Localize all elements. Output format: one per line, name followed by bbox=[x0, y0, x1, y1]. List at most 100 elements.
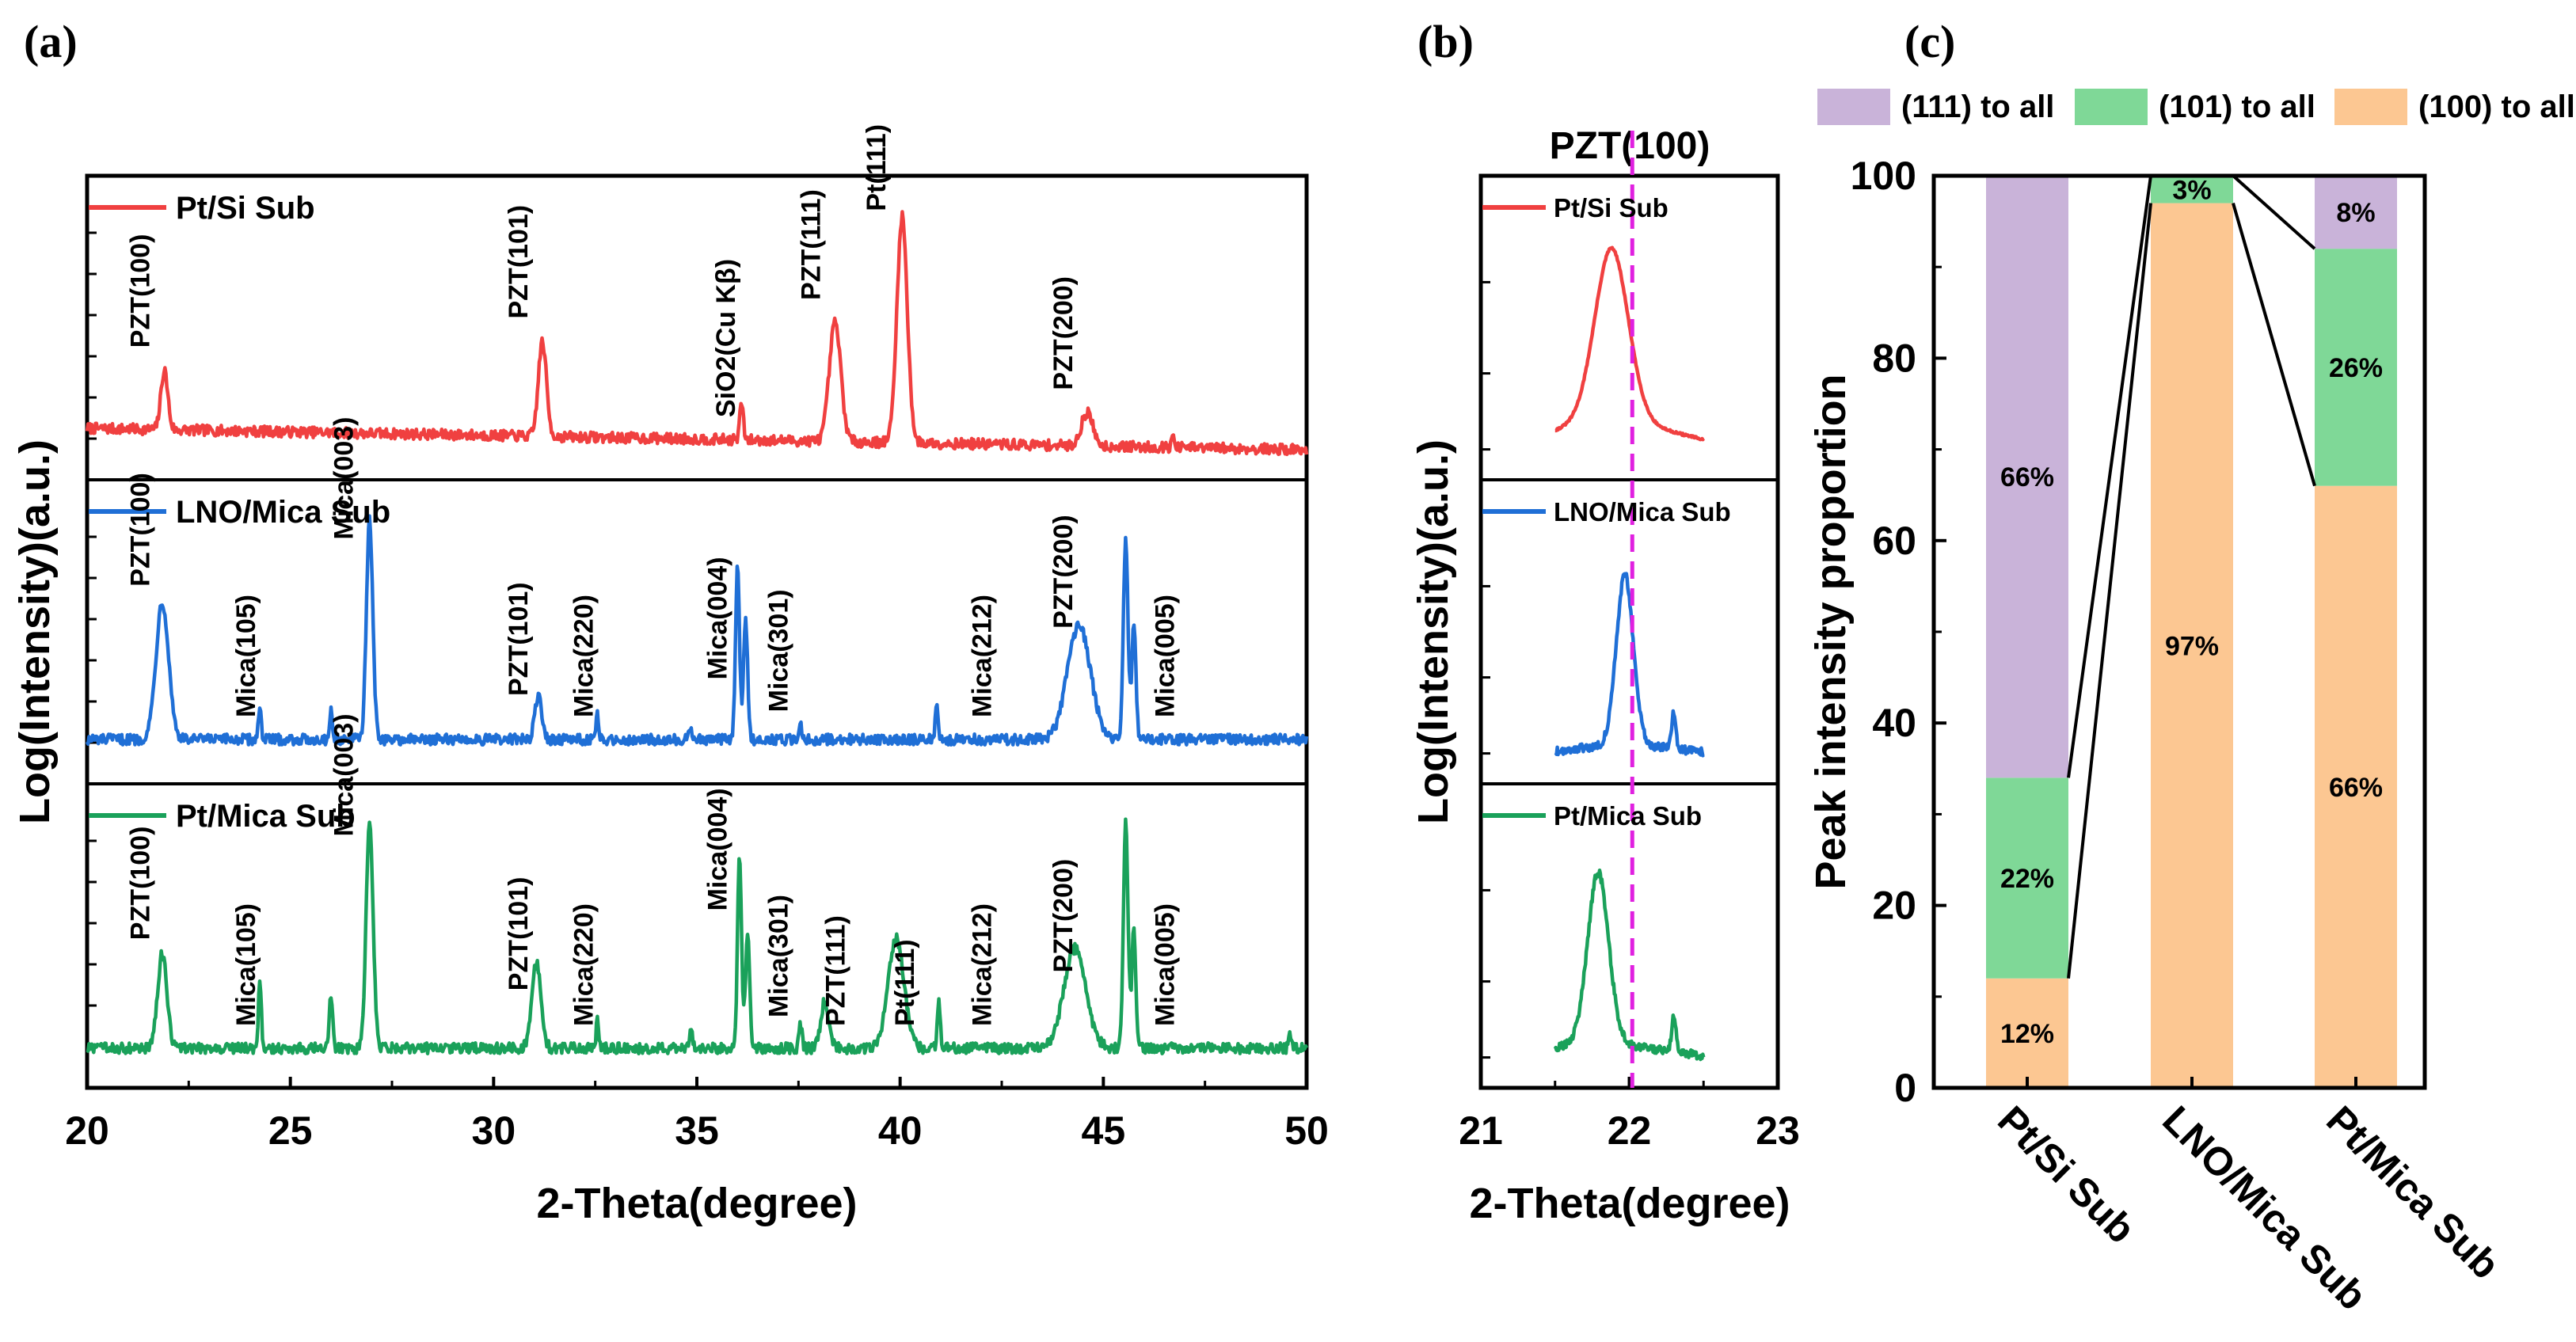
panel-a-peak-annotation: SiO2(Cu Kβ) bbox=[711, 259, 741, 417]
panel-a-x-ticks: 20 25 30 35 40 45 50 bbox=[65, 1077, 1329, 1153]
panel-c-y-tick-label: 0 bbox=[1894, 1066, 1916, 1110]
panel-a-peak-annotation: PZT(100) bbox=[126, 473, 156, 587]
panel-a-peak-annotation: Mica(005) bbox=[1150, 903, 1180, 1026]
panel-a-peak-annotation: PZT(111) bbox=[821, 915, 851, 1026]
panel-c-bar-label: 3% bbox=[2172, 175, 2211, 205]
panel-c-bar-label: 66% bbox=[2329, 773, 2383, 803]
panel-b-series-line bbox=[1553, 868, 1706, 1062]
panel-a-peak-annotation: Mica(212) bbox=[967, 903, 997, 1026]
panel-b-legend-label: LNO/Mica Sub bbox=[1554, 497, 1731, 527]
panel-a-peak-annotation: PZT(200) bbox=[1048, 859, 1079, 973]
panel-c-y-tick-label: 40 bbox=[1872, 701, 1916, 745]
panel-a-x-tick-label: 40 bbox=[878, 1108, 923, 1153]
panel-a-x-tick-label: 50 bbox=[1284, 1108, 1329, 1153]
panel-b-series-line bbox=[1554, 572, 1705, 758]
panel-a-peak-annotation: Mica(105) bbox=[231, 595, 261, 717]
panel-c-bar-segment bbox=[1986, 777, 2068, 979]
panel-a-series-line bbox=[85, 210, 1309, 457]
panel-a-peak-annotation: Pt(111) bbox=[862, 124, 892, 211]
panel-c-connector-line bbox=[2067, 175, 2152, 778]
panel-b-x-axis-label: 2-Theta(degree) bbox=[1469, 1180, 1790, 1227]
panel-a-series bbox=[85, 210, 1309, 1055]
panel-b-x-tick-label: 21 bbox=[1459, 1108, 1503, 1153]
panel-a-peak-annotation: PZT(100) bbox=[126, 234, 156, 348]
panel-b-frame bbox=[1478, 173, 1780, 1090]
panel-c-legend-swatch bbox=[2075, 89, 2148, 125]
panel-a-peak-annotation: PZT(101) bbox=[504, 877, 534, 991]
panel-b-label: (b) bbox=[1417, 16, 1474, 67]
panel-a-label: (a) bbox=[24, 16, 78, 67]
panel-a-peak-annotation: PZT(101) bbox=[504, 582, 534, 696]
panel-a-peak-annotation: Mica(220) bbox=[569, 903, 599, 1026]
panel-a-x-tick-label: 25 bbox=[268, 1108, 313, 1153]
panel-b-legend-label: Pt/Si Sub bbox=[1554, 193, 1669, 222]
panel-b-x-ticks: 21 22 23 bbox=[1459, 1077, 1800, 1153]
panel-c-y-tick-label: 20 bbox=[1872, 884, 1916, 928]
panel-b-x-tick-label: 23 bbox=[1756, 1108, 1800, 1153]
panel-a-y-axis-label: Log(Intensity)(a.u.) bbox=[11, 439, 59, 824]
panel-c-bar-segment bbox=[2315, 176, 2397, 249]
panel-c-bar-label: 12% bbox=[2000, 1019, 2054, 1049]
panel-a-peak-annotation: Mica(004) bbox=[703, 788, 733, 911]
panel-a-x-tick-label: 20 bbox=[65, 1108, 109, 1153]
panel-c-label: (c) bbox=[1904, 16, 1955, 67]
panel-c-connector-line bbox=[2067, 203, 2152, 979]
panel-b-legend-label: Pt/Mica Sub bbox=[1554, 801, 1702, 831]
panel-c-legend-label: (101) to all bbox=[2159, 89, 2315, 124]
panel-a-x-axis-label: 2-Theta(degree) bbox=[536, 1180, 857, 1227]
panel-a-legends: Pt/Si Sub LNO/Mica Sub Pt/Mica Sub bbox=[89, 191, 390, 834]
panel-a-series-line bbox=[85, 514, 1309, 747]
panel-c-bar-label: 8% bbox=[2336, 198, 2375, 228]
panel-a-peak-annotation: Mica(105) bbox=[231, 903, 261, 1026]
panel-a: 20 25 30 35 40 45 50 Pt/Si Sub LNO/Mica Sub Pt/M… bbox=[11, 124, 1329, 1227]
panel-c-legend: (111) to all (101) to all (100) to all bbox=[1817, 89, 2575, 125]
panel-a-peak-annotation: PZT(100) bbox=[126, 827, 156, 941]
panel-a-x-tick-label: 35 bbox=[675, 1108, 719, 1153]
panel-b-title: PZT(100) bbox=[1550, 125, 1710, 167]
panel-a-peak-annotation: PZT(200) bbox=[1048, 276, 1079, 390]
panel-c-bar-segment bbox=[2151, 176, 2233, 203]
panel-c-y-axis-label: Peak intensity proportion bbox=[1807, 374, 1855, 889]
panel-b-y-axis-label: Log(Intensity)(a.u.) bbox=[1410, 439, 1457, 824]
panel-c-legend-swatch bbox=[1817, 89, 1890, 125]
panel-c-connectors bbox=[2067, 174, 2316, 979]
panel-c-y-tick-label: 60 bbox=[1872, 519, 1916, 563]
panel-b-series bbox=[1553, 245, 1706, 1062]
panel-a-peak-annotation: Mica(212) bbox=[967, 595, 997, 717]
panel-c-bar-segment bbox=[2151, 203, 2233, 1088]
panel-c: (111) to all (101) to all (100) to all 12%… bbox=[1807, 89, 2575, 1318]
panel-b-y-minor-ticks bbox=[1481, 280, 1490, 1059]
panel-b-legends: Pt/Si Sub LNO/Mica Sub Pt/Mica Sub bbox=[1482, 193, 1731, 831]
panel-c-y-ticks: 0 20 40 60 80 100 bbox=[1851, 154, 1946, 1110]
panel-a-peak-annotation: PZT(200) bbox=[1048, 515, 1079, 629]
panel-c-bar-label: 97% bbox=[2165, 631, 2219, 661]
panel-a-peak-annotation: PZT(101) bbox=[504, 205, 534, 319]
panel-b-series-line bbox=[1554, 245, 1706, 442]
panel-a-annotations: PZT(100) PZT(101) SiO2(Cu Kβ) PZT(111) Pt(11… bbox=[126, 124, 1181, 1026]
panel-a-peak-annotation: Mica(005) bbox=[1150, 595, 1180, 717]
panel-a-x-tick-label: 45 bbox=[1082, 1108, 1126, 1153]
panel-c-bar-label: 26% bbox=[2329, 353, 2383, 383]
panel-a-peak-annotation: PZT(111) bbox=[797, 189, 827, 300]
panel-c-bars: 12% 97% 66% 22% 3% 26% 66% 8% bbox=[1986, 175, 2397, 1088]
panel-c-bar-segment bbox=[2315, 249, 2397, 486]
panel-a-peak-annotation: Pt(111) bbox=[890, 939, 920, 1026]
panel-a-peak-annotation: Mica(003) bbox=[329, 417, 359, 540]
panel-c-x-category-label: Pt/Si Sub bbox=[1989, 1097, 2144, 1252]
panel-c-legend-label: (100) to all bbox=[2418, 89, 2575, 124]
panel-c-bar-label: 66% bbox=[2000, 462, 2054, 492]
panel-a-legend-label: Pt/Si Sub bbox=[176, 191, 315, 226]
panel-c-legend-swatch bbox=[2334, 89, 2407, 125]
panel-b-x-tick-label: 22 bbox=[1608, 1108, 1652, 1153]
panel-c-bar-segment bbox=[2315, 485, 2397, 1088]
panel-c-connector-line bbox=[2232, 174, 2316, 250]
panel-a-series-line bbox=[86, 817, 1309, 1055]
panel-c-y-tick-label: 100 bbox=[1851, 154, 1916, 198]
panel-c-connector-line bbox=[2232, 203, 2316, 487]
panel-c-legend-label: (111) to all bbox=[1901, 89, 2054, 124]
panel-c-y-tick-label: 80 bbox=[1872, 336, 1916, 380]
panel-a-legend-label: Pt/Mica Sub bbox=[176, 799, 356, 834]
